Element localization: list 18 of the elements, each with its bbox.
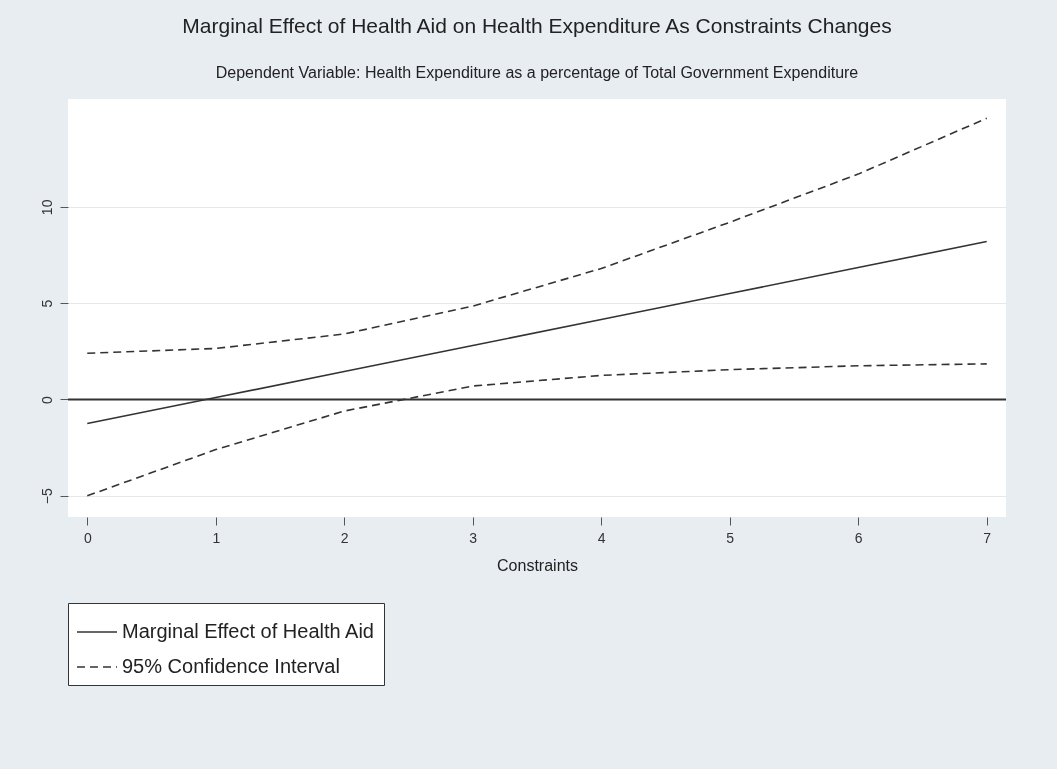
y-tick-label: 0 [38,395,55,404]
x-tick-label: 0 [83,529,92,546]
chart-title: Marginal Effect of Health Aid on Health Expenditure As Constraints Changes [182,14,892,37]
x-tick-label: 1 [212,529,221,546]
x-tick-label: 6 [854,529,863,546]
chart-subtitle: Dependent Variable: Health Expenditure as a percentage of Total Government Expenditure [215,64,859,81]
x-tick-label: 3 [469,529,478,546]
x-tick-label: 7 [983,529,992,546]
x-tick-label: 2 [340,529,349,546]
line-series [86,117,988,355]
x-tick-label: 5 [726,529,735,546]
legend-label: Marginal Effect of Health Aid [122,620,374,642]
y-tick-label: −5 [38,488,55,505]
x-tick-label: 4 [597,529,606,546]
y-tick-label: 5 [38,299,55,308]
legend-label: 95% Confidence Interval [122,655,340,677]
x-axis-title: Constraints [497,556,578,574]
y-tick-label: 10 [38,199,55,216]
